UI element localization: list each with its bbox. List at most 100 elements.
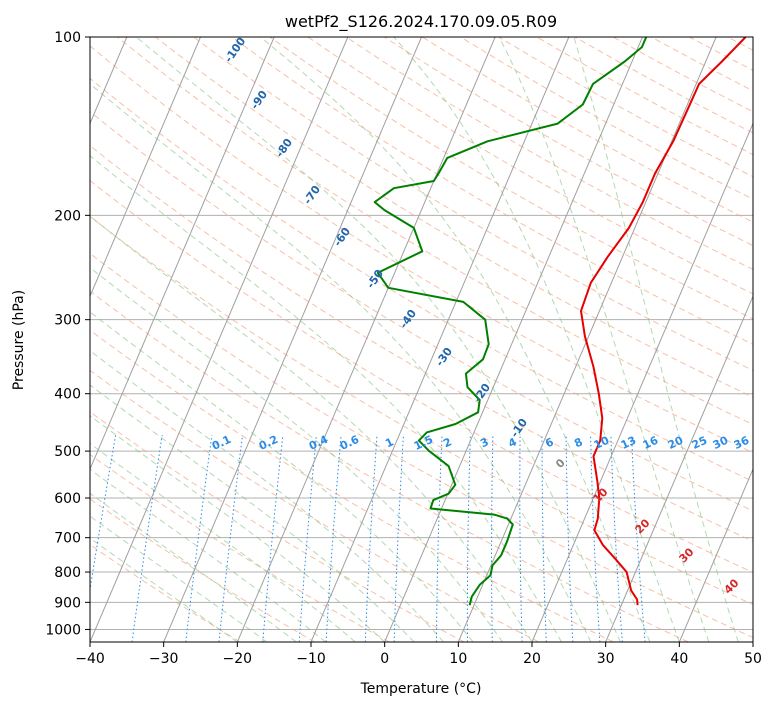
dry-adiabat [90, 179, 753, 573]
mixing-ratio-label: 13 [619, 434, 638, 452]
mixing-ratio-label: 0.2 [257, 433, 280, 453]
mixing-ratio-line [610, 435, 623, 642]
dry-adiabat [90, 45, 753, 454]
isotherm [531, 122, 753, 642]
dry-adiabat [90, 252, 753, 639]
background-lines [90, 37, 775, 642]
dewpoint-profile [373, 37, 648, 606]
x-tick-label: 50 [744, 651, 762, 667]
y-tick-label: 200 [54, 208, 81, 224]
dry-adiabat [574, 37, 753, 134]
mixing-ratio-label: 0.6 [338, 433, 361, 453]
isotherm [678, 467, 753, 642]
mixing-ratio-label: 6 [543, 435, 556, 450]
x-tick-label: 40 [670, 651, 688, 667]
dry-adiabat [650, 37, 753, 92]
mixing-ratio-label: 0.1 [210, 433, 233, 453]
dry-adiabat [307, 37, 753, 295]
isotherm [163, 37, 422, 642]
dry-adiabat [766, 37, 775, 642]
mixing-ratio-line [466, 435, 471, 642]
dry-adiabat [90, 77, 753, 482]
x-tick-label: 0 [380, 651, 389, 667]
mixing-ratio-line [519, 435, 523, 642]
y-tick-label: 900 [54, 595, 81, 611]
mixing-ratio-line [218, 435, 243, 642]
y-tick-label: 100 [54, 30, 81, 46]
x-tick-label: −10 [296, 651, 326, 667]
mixing-ratio-line [262, 435, 284, 642]
moist-adiabat [393, 37, 680, 642]
x-tick-label: −20 [223, 651, 253, 667]
moist-adiabat [90, 515, 268, 642]
moist-adiabat [498, 37, 710, 642]
mixing-ratio-label: 36 [732, 434, 752, 452]
x-tick-label: 30 [597, 651, 615, 667]
moist-adiabat [90, 384, 415, 642]
dry-adiabat-label: -60 [331, 225, 353, 249]
dry-adiabat-label: -20 [471, 381, 493, 405]
moist-adiabat [90, 155, 562, 642]
dry-adiabat [90, 110, 753, 512]
y-tick-label: 300 [54, 313, 81, 329]
mixing-ratio-label: 20 [666, 434, 686, 452]
moist-adiabat [90, 311, 474, 642]
mixing-ratio-label: 30 [711, 434, 731, 452]
mixing-ratio-label: 3 [478, 435, 490, 450]
mixing-ratio-line [491, 435, 494, 642]
dry-adiabat [384, 37, 753, 247]
moist-adiabat-label: 0 [553, 456, 568, 471]
moist-adiabat [90, 215, 533, 642]
dry-adiabat-label: -80 [273, 136, 295, 160]
mixing-ratio-label: 25 [690, 434, 709, 452]
dry-adiabat [689, 37, 753, 71]
mixing-ratio-label: 1.5 [412, 433, 435, 453]
y-tick-label: 500 [54, 444, 81, 460]
dry-adiabat [231, 37, 753, 345]
isotherm [90, 37, 275, 471]
mixing-ratio-line [298, 435, 317, 642]
moist-adiabat-label: 30 [677, 545, 697, 565]
isotherm [236, 37, 496, 642]
dry-adiabat-label: -100 [222, 35, 249, 65]
x-tick-label: 10 [449, 651, 467, 667]
moist-adiabat [573, 37, 739, 642]
mixing-ratio-line [541, 435, 547, 642]
isotherm [605, 295, 753, 642]
mixing-ratio-line [364, 435, 378, 642]
isotherm [457, 37, 717, 642]
chart-title: wetPf2_S126.2024.170.09.05.R09 [285, 12, 557, 32]
isotherm [752, 640, 753, 642]
x-tick-label: −30 [149, 651, 179, 667]
dry-adiabat [117, 37, 753, 426]
mixing-ratio-label: 10 [592, 434, 612, 452]
plot-frame [89, 36, 754, 643]
moist-adiabat [90, 350, 444, 642]
x-tick-label: −40 [75, 651, 105, 667]
profile-lines [373, 37, 747, 606]
dry-adiabat-label: -40 [397, 307, 419, 331]
dry-adiabat [90, 145, 753, 542]
dry-adiabat [90, 498, 315, 642]
mixing-ratio-label: 8 [572, 435, 584, 450]
dry-adiabat [90, 454, 390, 642]
y-axis-label: Pressure (hPa) [11, 290, 27, 390]
moist-adiabat [260, 37, 651, 642]
moist-adiabat [90, 415, 386, 642]
dry-adiabat [90, 329, 614, 642]
dry-adiabat [193, 37, 753, 372]
mixing-ratio-line [325, 435, 342, 642]
isotherm [384, 37, 643, 642]
moist-adiabat [90, 492, 297, 642]
x-axis-label: Temperature (°C) [360, 681, 482, 697]
temperature-profile [580, 37, 747, 606]
mixing-ratio-line [565, 435, 574, 642]
axes: −40 −30 −20 −10 0 10 20 30 40 5010020030040050060… [45, 30, 762, 667]
mixing-ratio-label: 16 [641, 434, 661, 452]
dry-adiabat [90, 369, 540, 642]
x-tick-label: 20 [523, 651, 541, 667]
dry-adiabat [269, 37, 753, 320]
mixing-ratio-line [90, 435, 117, 593]
moist-adiabat [135, 37, 621, 642]
